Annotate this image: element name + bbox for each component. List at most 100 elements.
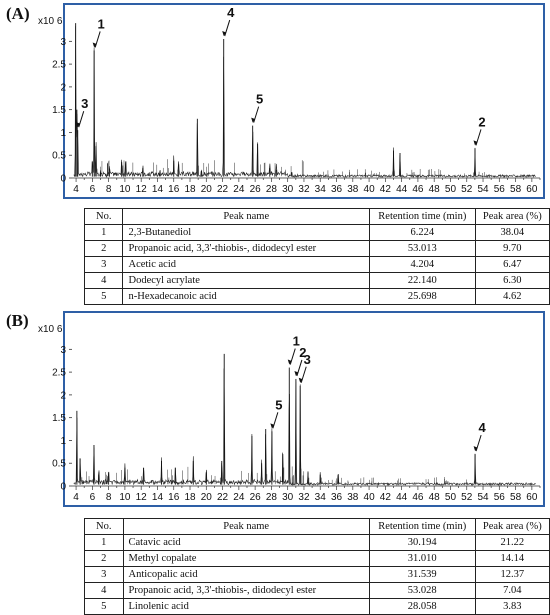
x-tick-label: 18 — [184, 492, 196, 503]
annotation-arrow — [224, 19, 231, 37]
x-tick-label: 44 — [396, 184, 408, 195]
cell-retention-time: 53.028 — [368, 582, 476, 599]
table-header-row: No. Peak name Retention time (min) Peak … — [83, 208, 550, 225]
x-tick-label: 32 — [298, 492, 310, 503]
annotation-arrow — [272, 412, 279, 429]
y-tick-label: 1.5 — [52, 105, 66, 116]
cell-peak-name: n-Hexadecanoic acid — [122, 288, 370, 305]
cell-no: 5 — [84, 598, 124, 615]
cell-peak-name: 2,3-Butanediol — [122, 224, 370, 241]
x-tick-label: 58 — [510, 184, 522, 195]
x-tick-label: 8 — [106, 492, 112, 503]
table-row: 2 Propanoic acid, 3,3'-thiobis-, didodec… — [83, 240, 550, 257]
table-header-row: No. Peak name Retention time (min) Peak … — [84, 518, 550, 535]
annotation-arrowhead — [92, 42, 97, 48]
x-tick-label: 30 — [282, 492, 294, 503]
x-tick-label: 18 — [184, 184, 196, 195]
annotation-arrow — [296, 359, 303, 377]
chromatogram-a: x10 600.511.522.534 6 8 10 12 14 16 18 20 22 24 26 2… — [38, 3, 545, 199]
x-tick-label: 36 — [331, 184, 343, 195]
cell-retention-time: 30.194 — [368, 534, 476, 551]
x-tick-label: 38 — [347, 184, 359, 195]
cell-peak-name: Propanoic acid, 3,3'-thiobis-, didodecyl… — [122, 240, 370, 257]
x-tick-label: 56 — [494, 184, 506, 195]
annotation-label: 2 — [299, 345, 306, 360]
x-tick-label: 20 — [201, 184, 213, 195]
annotation-arrow — [94, 31, 101, 48]
x-tick-label: 22 — [217, 184, 229, 195]
annotation-arrowhead — [473, 140, 478, 146]
x-tick-label: 34 — [315, 184, 327, 195]
cell-no: 4 — [83, 272, 124, 289]
cell-no: 2 — [84, 550, 124, 567]
annotation-arrowhead — [294, 370, 299, 376]
x-tick-label: 30 — [282, 184, 294, 195]
cell-peak-area: 9.70 — [474, 240, 550, 257]
header-retention-time: Retention time (min) — [368, 518, 476, 535]
y-tick-label: 0.5 — [52, 151, 66, 162]
annotation-label: 2 — [478, 114, 485, 129]
y-tick-label: 2 — [60, 390, 66, 401]
x-tick-label: 20 — [201, 492, 213, 503]
annotation-arrow — [300, 366, 307, 383]
x-tick-label: 28 — [266, 184, 278, 195]
table-row: 3 Acetic acid 4.204 6.47 — [83, 256, 550, 273]
x-tick-label: 4 — [73, 184, 79, 195]
cell-peak-name: Propanoic acid, 3,3'-thiobis-, didodecyl… — [122, 582, 370, 599]
x-tick-label: 40 — [364, 184, 376, 195]
cell-peak-name: Linolenic acid — [122, 598, 370, 615]
cell-retention-time: 4.204 — [368, 256, 476, 273]
peak-table-a: No. Peak name Retention time (min) Peak … — [83, 208, 550, 305]
y-tick-label: 0 — [60, 482, 66, 493]
x-tick-label: 60 — [526, 184, 538, 195]
x-tick-label: 40 — [364, 492, 376, 503]
x-tick-label: 48 — [429, 492, 441, 503]
table-row: 4 Propanoic acid, 3,3'-thiobis-, didodec… — [84, 582, 550, 599]
table-row: 2 Methyl copalate 31.010 14.14 — [84, 550, 550, 567]
cell-peak-name: Anticopalic acid — [122, 566, 370, 583]
y-tick-label: 3 — [60, 37, 66, 48]
cell-no: 2 — [83, 240, 124, 257]
x-tick-label: 10 — [119, 492, 131, 503]
cell-retention-time: 22.140 — [368, 272, 476, 289]
x-tick-label: 16 — [168, 184, 180, 195]
y-multiplier-label: x10 6 — [38, 324, 63, 335]
cell-peak-area: 12.37 — [474, 566, 550, 583]
cell-retention-time: 28.058 — [368, 598, 476, 615]
annotation-arrow — [289, 348, 296, 365]
table-row: 4 Dodecyl acrylate 22.140 6.30 — [83, 272, 550, 289]
annotation-arrow — [253, 106, 260, 123]
annotation-arrowhead — [287, 359, 292, 365]
annotation-arrowhead — [270, 423, 275, 429]
x-tick-label: 50 — [445, 184, 457, 195]
x-tick-label: 32 — [298, 184, 310, 195]
annotation-arrowhead — [251, 117, 256, 123]
cell-peak-name: Acetic acid — [122, 256, 370, 273]
x-tick-label: 58 — [510, 492, 522, 503]
panel-a-label: (A) — [6, 4, 30, 23]
chart-frame — [63, 311, 545, 507]
cell-no: 5 — [83, 288, 124, 305]
x-tick-label: 16 — [168, 492, 180, 503]
y-tick-label: 1 — [60, 128, 66, 139]
header-peak-area: Peak area (%) — [474, 208, 550, 225]
cell-peak-area: 6.30 — [474, 272, 550, 289]
annotation-label: 5 — [256, 92, 263, 107]
annotation-arrow — [475, 434, 482, 452]
y-tick-label: 0.5 — [52, 459, 66, 470]
cell-no: 1 — [84, 534, 124, 551]
annotation-label: 5 — [275, 397, 282, 412]
cell-peak-name: Catavic acid — [122, 534, 370, 551]
x-tick-label: 14 — [152, 492, 164, 503]
header-no: No. — [84, 518, 124, 535]
cell-retention-time: 53.013 — [368, 240, 476, 257]
x-tick-label: 12 — [136, 492, 148, 503]
cell-no: 1 — [83, 224, 124, 241]
y-tick-label: 0 — [60, 174, 66, 185]
x-tick-label: 48 — [429, 184, 441, 195]
chromatogram-trace — [73, 368, 536, 487]
chromatogram-b: x10 600.511.522.534 6 8 10 12 14 16 18 20 22 24 26 2… — [38, 311, 545, 507]
x-tick-label: 38 — [347, 492, 359, 503]
y-tick-label: 2.5 — [52, 368, 66, 379]
table-row: 5 Linolenic acid 28.058 3.83 — [84, 598, 550, 615]
